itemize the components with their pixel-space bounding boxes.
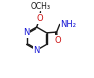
Text: O: O bbox=[54, 36, 61, 45]
Text: NH₂: NH₂ bbox=[60, 20, 77, 29]
Text: N: N bbox=[33, 46, 40, 55]
Text: O: O bbox=[36, 14, 43, 23]
Text: OCH₃: OCH₃ bbox=[30, 1, 50, 11]
Text: N: N bbox=[23, 28, 30, 37]
